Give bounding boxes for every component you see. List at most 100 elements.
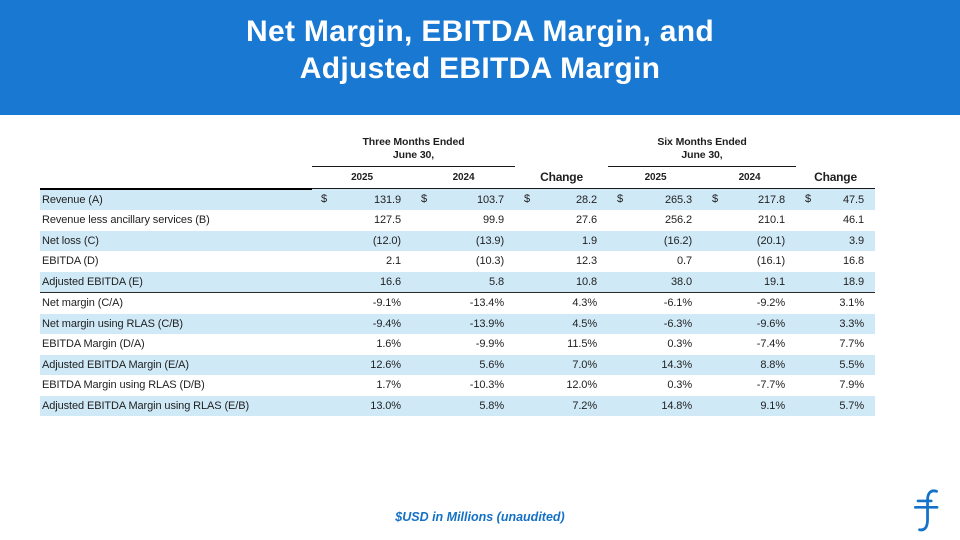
table-row: Revenue (A) $131.9 $103.7 $28.2 $265.3 $… (40, 188, 876, 210)
value-cell: 7.2% (515, 395, 609, 416)
cell-value: 131.9 (373, 193, 401, 206)
row-label: Net margin using RLAS (C/B) (40, 313, 312, 334)
row-label: Adjusted EBITDA Margin using RLAS (E/B) (40, 395, 312, 416)
table-row: Adjusted EBITDA Margin (E/A) 12.6% 5.6% … (40, 354, 876, 375)
value-cell: 127.5 (312, 210, 412, 231)
value-cell: $131.9 (312, 188, 412, 210)
table-row: Net margin using RLAS (C/B) -9.4% -13.9%… (40, 313, 876, 334)
value-cell: 12.6% (312, 354, 412, 375)
page-title-line2: Adjusted EBITDA Margin (299, 52, 661, 85)
cell-value: (20.1) (756, 234, 786, 247)
cell-value: 7.9% (839, 379, 865, 392)
cell-value: 18.9 (843, 275, 865, 288)
value-cell: $103.7 (412, 188, 516, 210)
group-header-spacer (796, 136, 875, 167)
group-header-line: June 30, (681, 149, 723, 161)
cell-value: 3.1% (839, 297, 865, 310)
cell-value: -9.4% (372, 317, 401, 330)
value-cell: -6.1% (608, 292, 704, 314)
table-row: EBITDA Margin using RLAS (D/B) 1.7% -10.… (40, 375, 876, 396)
value-cell: 27.6 (515, 210, 609, 231)
cell-value: -13.9% (469, 317, 505, 330)
row-label: Adjusted EBITDA (E) (40, 271, 312, 293)
dollar-sign: $ (712, 193, 719, 205)
cell-value: 11.5% (567, 338, 598, 351)
cell-value: -9.6% (756, 317, 786, 330)
cell-value: 16.8 (843, 255, 865, 268)
financial-table-wrap: Three Months Ended June 30, Six Months E… (40, 136, 876, 416)
col-header-3m-change: Change (515, 166, 609, 189)
group-header-spacer (515, 136, 608, 167)
cell-value: 47.5 (843, 193, 865, 206)
col-header-6m-2024: 2024 (703, 166, 797, 189)
value-cell: (10.3) (412, 251, 516, 272)
cell-value: -6.3% (663, 317, 693, 330)
cell-value: 210.1 (757, 214, 786, 227)
col-header-3m-2025: 2025 (312, 166, 412, 189)
table-row: Adjusted EBITDA Margin using RLAS (E/B) … (40, 395, 876, 416)
value-cell: $265.3 (608, 188, 704, 210)
cell-value: 4.3% (572, 297, 598, 310)
page-title: Net Margin, EBITDA Margin, and Adjusted … (0, 0, 960, 87)
cell-value: 7.7% (839, 338, 865, 351)
footnote: $USD in Millions (unaudited) (395, 510, 565, 524)
group-header-line: Six Months Ended (657, 136, 747, 148)
value-cell: 0.3% (608, 375, 704, 396)
value-cell: -10.3% (412, 375, 516, 396)
row-label: EBITDA Margin using RLAS (D/B) (40, 375, 312, 396)
cell-value: 4.5% (572, 317, 598, 330)
table-row: Adjusted EBITDA (E) 16.6 5.8 10.8 38.0 1… (40, 271, 876, 293)
value-cell: 5.5% (796, 354, 876, 375)
group-header-spacer (40, 136, 312, 167)
table-body: Revenue (A) $131.9 $103.7 $28.2 $265.3 $… (40, 188, 876, 416)
value-cell: $47.5 (796, 188, 876, 210)
value-cell: -7.4% (703, 334, 797, 355)
cell-value: 5.6% (479, 358, 505, 371)
cell-value: 46.1 (843, 214, 865, 227)
cell-value: 38.0 (671, 275, 693, 288)
value-cell: 8.8% (703, 354, 797, 375)
value-cell: 13.0% (312, 395, 412, 416)
cell-value: 12.0% (566, 379, 598, 392)
value-cell: 0.3% (608, 334, 704, 355)
cell-value: (13.9) (475, 234, 505, 247)
row-label: Net margin (C/A) (40, 292, 312, 314)
cell-value: 28.2 (576, 193, 598, 206)
value-cell: -6.3% (608, 313, 704, 334)
value-cell: -7.7% (703, 375, 797, 396)
cell-value: 0.3% (667, 338, 693, 351)
cell-value: 1.9 (582, 234, 598, 247)
cell-value: 103.7 (476, 193, 505, 206)
dollar-sign: $ (805, 193, 812, 205)
col-header-6m-2025: 2025 (608, 166, 704, 189)
value-cell: -9.2% (703, 292, 797, 314)
value-cell: 2.1 (312, 251, 412, 272)
row-label: Revenue less ancillary services (B) (40, 210, 312, 231)
row-label: EBITDA Margin (D/A) (40, 334, 312, 355)
dollar-sign: $ (421, 193, 428, 205)
value-cell: 210.1 (703, 210, 797, 231)
cell-value: -13.4% (469, 297, 505, 310)
cell-value: 256.2 (664, 214, 693, 227)
value-cell: 3.3% (796, 313, 876, 334)
value-cell: 12.3 (515, 251, 609, 272)
cell-value: 1.7% (376, 379, 401, 392)
value-cell: 18.9 (796, 271, 876, 293)
cell-value: (16.1) (756, 255, 786, 268)
cell-value: -7.4% (756, 338, 786, 351)
value-cell: -9.4% (312, 313, 412, 334)
value-cell: 99.9 (412, 210, 516, 231)
cell-value: 12.3 (576, 255, 598, 268)
value-cell: 7.7% (796, 334, 876, 355)
value-cell: 14.3% (608, 354, 704, 375)
value-cell: 3.9 (796, 230, 876, 251)
cell-value: 14.8% (661, 399, 693, 412)
value-cell: 256.2 (608, 210, 704, 231)
row-label: EBITDA (D) (40, 251, 312, 272)
column-header-row: 2025 2024 Change 2025 2024 Change (40, 166, 876, 190)
group-header-three-months: Three Months Ended June 30, (312, 136, 516, 167)
value-cell: 16.6 (312, 271, 412, 293)
cell-value: -6.1% (663, 297, 693, 310)
cell-value: 19.1 (764, 275, 786, 288)
